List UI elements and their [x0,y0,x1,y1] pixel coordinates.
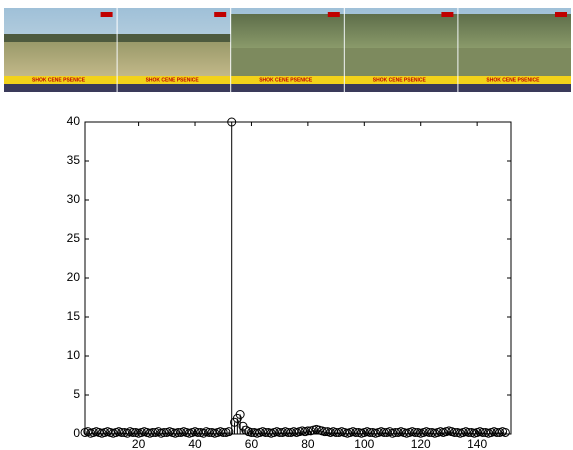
frame-caption: SHOK CENE PSENICE [146,77,200,83]
frame-ticker [231,84,344,92]
stem-plot: 0 5 10 15 20 25 30 35 40 20 40 60 80 100 120 140 [67,114,511,450]
frame-trees [231,14,344,48]
frame: SHOK CENE PSENICE [118,8,231,92]
frame: SHOK CENE PSENICE [231,8,344,92]
frame-field [345,48,458,76]
y-tick-label: 15 [67,309,81,323]
frame-trees [458,14,571,48]
frame-caption: SHOK CENE PSENICE [32,77,86,83]
x-tick-label: 60 [245,437,259,450]
figure: SHOK CENE PSENICE SHOK CENE PSENICE SHOK C… [0,0,573,450]
y-tick-label: 25 [67,231,81,245]
page: SHOK CENE PSENICE SHOK CENE PSENICE SHOK C… [0,0,573,450]
frame-field [231,48,344,76]
frame-logo [441,12,453,17]
y-tick-label: 40 [67,114,81,128]
frame-logo [214,12,226,17]
frame-field [4,42,117,76]
y-tick-label: 30 [67,192,81,206]
frame-field [458,48,571,76]
x-tick-label: 140 [467,437,487,450]
frame-ticker [4,84,117,92]
x-tick-label: 80 [301,437,315,450]
x-tick-label: 40 [188,437,202,450]
x-tick-label: 20 [132,437,146,450]
x-tick-label: 100 [354,437,374,450]
frame: SHOK CENE PSENICE [4,8,117,92]
frame-logo [328,12,340,17]
y-tick-label: 5 [73,387,80,401]
y-tick-label: 10 [67,348,81,362]
y-tick-label: 0 [73,426,80,440]
frame: SHOK CENE PSENICE [458,8,571,92]
frame-trees [118,34,231,42]
frame-ticker [118,84,231,92]
y-tick-label: 35 [67,153,81,167]
frame-ticker [345,84,458,92]
y-tick-label: 20 [67,270,81,284]
frame-caption: SHOK CENE PSENICE [373,77,427,83]
video-frames: SHOK CENE PSENICE SHOK CENE PSENICE SHOK C… [4,8,571,92]
frame-logo [101,12,113,17]
frame-logo [555,12,567,17]
frame-ticker [458,84,571,92]
frame-trees [4,34,117,42]
frame-caption: SHOK CENE PSENICE [259,77,313,83]
x-tick-label: 120 [411,437,431,450]
frame-trees [345,14,458,48]
frame: SHOK CENE PSENICE [345,8,458,92]
plot-frame [85,122,511,434]
frame-field [118,42,231,76]
frame-caption: SHOK CENE PSENICE [486,77,540,83]
